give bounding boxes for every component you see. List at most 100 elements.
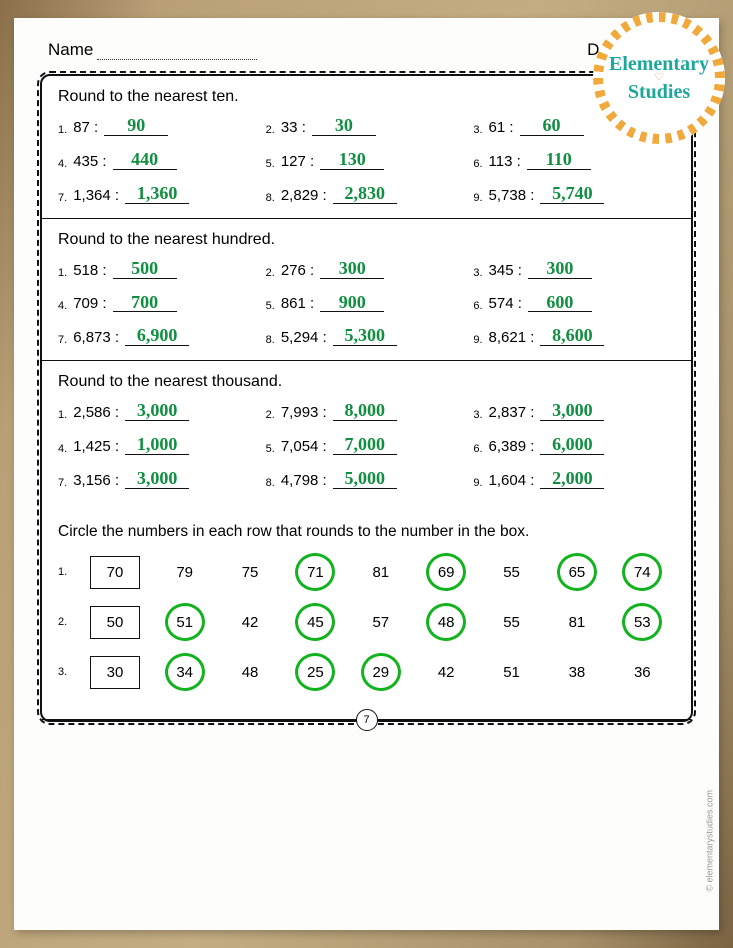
item-answer: 130 — [320, 150, 384, 170]
item-answer: 2,000 — [540, 469, 604, 489]
content-frame: Round to the nearest ten.1.87 :902.33 :3… — [40, 74, 693, 722]
item-answer: 6,900 — [125, 326, 189, 346]
page-number: 7 — [356, 709, 378, 731]
item-question: 861 : — [281, 295, 314, 312]
question-item: 8.2,829 :2,830 — [266, 184, 468, 204]
item-question: 33 : — [281, 119, 306, 136]
circle-row: 1.707975718169556574 — [58, 555, 675, 589]
number-cell: 51 — [493, 655, 531, 689]
number-cell: 36 — [623, 655, 661, 689]
item-question: 8,621 : — [489, 329, 535, 346]
question-item: 5.7,054 :7,000 — [266, 435, 468, 455]
item-answer: 500 — [113, 259, 177, 279]
item-question: 709 : — [73, 295, 106, 312]
circled-number: 48 — [427, 605, 465, 639]
item-answer: 90 — [104, 116, 168, 136]
item-number: 2. — [266, 267, 275, 279]
item-answer: 6,000 — [540, 435, 604, 455]
item-question: 574 : — [489, 295, 522, 312]
item-number: 5. — [266, 158, 275, 170]
item-number: 9. — [473, 334, 482, 346]
item-number: 6. — [473, 443, 482, 455]
item-number: 6. — [473, 158, 482, 170]
item-answer: 5,000 — [333, 469, 397, 489]
rounding-section: Round to the nearest thousand.1.2,586 :3… — [42, 361, 691, 511]
question-item: 8. 4,798 : 5,000 — [266, 469, 468, 489]
number-cell: 79 — [166, 555, 204, 589]
item-answer: 3,000 — [125, 401, 189, 421]
item-number: 2. — [266, 409, 275, 421]
row-number: 3. — [58, 666, 72, 678]
number-cell: 48 — [231, 655, 269, 689]
section-title: Round to the nearest hundred. — [58, 231, 675, 249]
number-cell: 81 — [362, 555, 400, 589]
question-item: 2.276 :300 — [266, 259, 468, 279]
item-number: 2. — [266, 124, 275, 136]
section-title: Round to the nearest ten. — [58, 88, 675, 106]
circled-number: 69 — [427, 555, 465, 589]
number-cell: 81 — [558, 605, 596, 639]
question-item: 5. 861 : 900 — [266, 293, 468, 313]
item-question: 345 : — [489, 262, 522, 279]
item-answer: 3,000 — [540, 401, 604, 421]
item-number: 5. — [266, 300, 275, 312]
worksheet-page: Elementary ♡ Studies Name Date Round to … — [14, 18, 719, 930]
number-cell: 55 — [493, 555, 531, 589]
item-question: 3,156 : — [73, 472, 119, 489]
circled-number: 29 — [362, 655, 400, 689]
circle-row: 3.303448252942513836 — [58, 655, 675, 689]
item-question: 127 : — [281, 153, 314, 170]
circled-number: 74 — [623, 555, 661, 589]
brand-badge: Elementary ♡ Studies — [593, 12, 725, 144]
item-answer: 5,300 — [333, 326, 397, 346]
item-number: 6. — [473, 300, 482, 312]
question-item: 9.8,621 :8,600 — [473, 326, 675, 346]
item-number: 5. — [266, 443, 275, 455]
circled-number: 34 — [166, 655, 204, 689]
item-question: 435 : — [73, 153, 106, 170]
question-item: 7.3,156 :3,000 — [58, 469, 260, 489]
question-item: 1.2,586 :3,000 — [58, 401, 260, 421]
item-answer: 300 — [528, 259, 592, 279]
circled-number: 45 — [296, 605, 334, 639]
item-question: 1,604 : — [489, 472, 535, 489]
circle-row: 2.505142455748558153 — [58, 605, 675, 639]
item-question: 6,389 : — [489, 438, 535, 455]
item-question: 4,798 : — [281, 472, 327, 489]
question-item: 2.7,993 :8,000 — [266, 401, 468, 421]
question-item: 4.1,425 :1,000 — [58, 435, 260, 455]
number-cell: 38 — [558, 655, 596, 689]
question-item: 4.709 :700 — [58, 293, 260, 313]
item-answer: 1,360 — [125, 184, 189, 204]
question-item: 7.6,873 :6,900 — [58, 326, 260, 346]
item-answer: 2,830 — [333, 184, 397, 204]
item-question: 7,993 : — [281, 404, 327, 421]
target-box: 50 — [90, 606, 140, 639]
circle-title: Circle the numbers in each row that roun… — [58, 523, 675, 541]
item-answer: 7,000 — [333, 435, 397, 455]
item-number: 8. — [266, 192, 275, 204]
item-number: 3. — [473, 124, 482, 136]
number-cell: 42 — [427, 655, 465, 689]
circled-number: 25 — [296, 655, 334, 689]
item-number: 1. — [58, 124, 67, 136]
question-item: 1.518 :500 — [58, 259, 260, 279]
section-title: Round to the nearest thousand. — [58, 373, 675, 391]
item-number: 1. — [58, 267, 67, 279]
item-answer: 900 — [320, 293, 384, 313]
item-answer: 60 — [520, 116, 584, 136]
rounding-section: Round to the nearest ten.1.87 :902.33 :3… — [42, 76, 691, 219]
name-field[interactable] — [97, 46, 257, 60]
item-number: 8. — [266, 477, 275, 489]
item-number: 8. — [266, 334, 275, 346]
item-number: 9. — [473, 192, 482, 204]
item-question: 2,586 : — [73, 404, 119, 421]
item-number: 7. — [58, 334, 67, 346]
item-question: 61 : — [489, 119, 514, 136]
item-answer: 440 — [113, 150, 177, 170]
circled-number: 53 — [623, 605, 661, 639]
question-item: 5. 127 : 130 — [266, 150, 468, 170]
item-answer: 600 — [528, 293, 592, 313]
item-question: 113 : — [489, 153, 521, 170]
number-cell: 42 — [231, 605, 269, 639]
